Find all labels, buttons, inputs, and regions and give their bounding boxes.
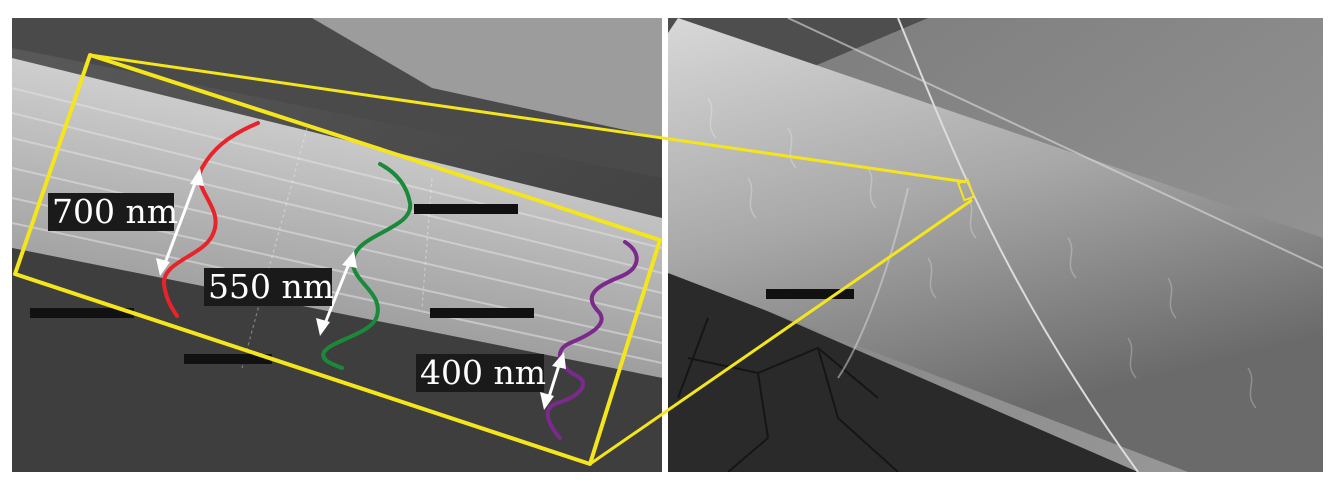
label-550-text: 550 nm	[208, 267, 334, 306]
label-550: 550 nm	[204, 267, 334, 306]
sem-scale-markers	[30, 204, 534, 364]
label-700: 700 nm	[48, 192, 178, 231]
green-wave	[321, 162, 413, 370]
overview-sem-panel	[668, 18, 1323, 472]
purple-wavelength-arrow	[540, 352, 566, 410]
label-400: 400 nm	[416, 353, 546, 392]
label-400-text: 400 nm	[420, 353, 546, 392]
zoomed-sem-image: 700 nm 550 nm 400 nm	[12, 18, 662, 472]
sem-scale-marker	[766, 289, 854, 299]
label-700-text: 700 nm	[52, 192, 178, 231]
overview-sem-image	[668, 18, 1323, 472]
zoomed-sem-panel: 700 nm 550 nm 400 nm	[12, 18, 662, 472]
green-wavelength-arrow	[316, 251, 357, 336]
